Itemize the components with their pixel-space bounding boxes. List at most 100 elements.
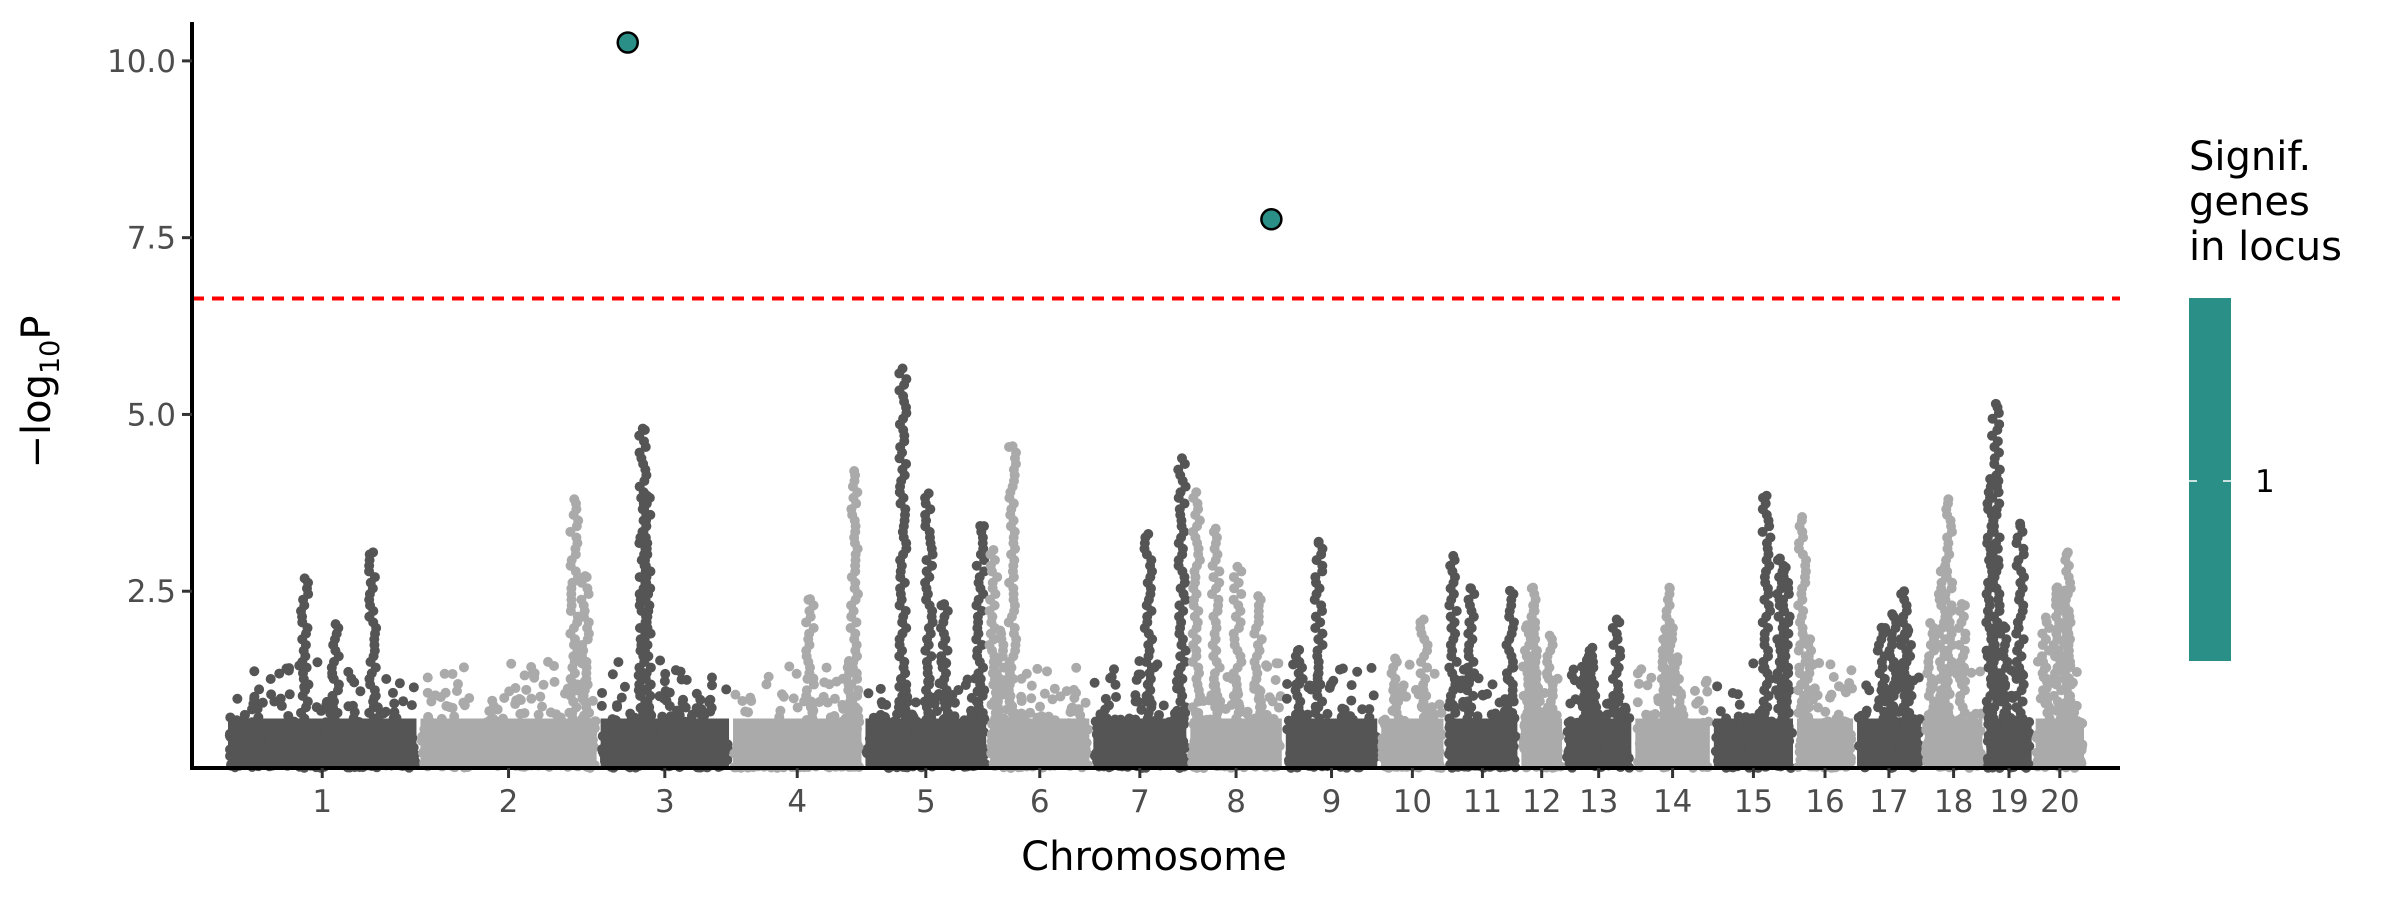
snp-point <box>1401 691 1412 702</box>
snp-point <box>742 735 753 746</box>
snp-point <box>1143 529 1154 540</box>
snp-point <box>239 709 250 720</box>
snp-point <box>1097 731 1108 742</box>
snp-point <box>1451 606 1462 617</box>
snp-point <box>274 668 285 679</box>
snp-point <box>871 729 882 740</box>
snp-point <box>1316 600 1327 611</box>
snp-point <box>1173 464 1184 475</box>
snp-point <box>228 720 239 731</box>
snp-point <box>1282 678 1293 689</box>
snp-point <box>1823 754 1834 765</box>
snp-point <box>1591 749 1602 760</box>
snp-point <box>693 752 704 763</box>
snp-point <box>430 721 441 732</box>
snp-point <box>1077 717 1088 728</box>
snp-point <box>1448 550 1459 561</box>
snp-point <box>831 749 842 760</box>
snp-point <box>949 697 960 708</box>
snp-point <box>953 685 964 696</box>
snp-point <box>1721 713 1732 724</box>
snp-point <box>555 730 566 741</box>
snp-point <box>1049 683 1060 694</box>
snp-point <box>1480 719 1491 730</box>
snp-point <box>1378 716 1389 727</box>
snp-point <box>1242 706 1253 717</box>
snp-point <box>1042 666 1053 677</box>
snp-point <box>355 686 366 697</box>
snp-point <box>1236 755 1247 766</box>
snp-point <box>613 657 624 668</box>
snp-point <box>239 721 250 732</box>
snp-point <box>266 689 277 700</box>
snp-point <box>642 490 653 501</box>
snp-point <box>1528 582 1539 593</box>
snp-point <box>1305 739 1316 750</box>
snp-point <box>991 668 1002 679</box>
snp-point <box>659 676 670 687</box>
snp-point <box>889 754 900 765</box>
snp-point <box>1080 697 1091 708</box>
chromosome-11-points <box>1443 550 1521 773</box>
snp-point <box>931 691 942 702</box>
snp-point <box>1913 757 1924 768</box>
snp-point <box>1089 677 1100 688</box>
snp-point <box>975 520 986 531</box>
snp-point <box>745 692 756 703</box>
snp-point <box>1765 532 1776 543</box>
snp-point <box>1404 659 1415 670</box>
snp-point <box>422 687 433 698</box>
snp-point <box>1091 748 1102 759</box>
snp-point <box>555 712 566 723</box>
snp-point <box>932 706 943 717</box>
snp-point <box>1282 724 1293 735</box>
snp-point <box>808 622 819 633</box>
snp-point <box>569 494 580 505</box>
snp-point <box>599 756 610 767</box>
snp-point <box>545 746 556 757</box>
snp-point <box>1154 725 1165 736</box>
snp-point <box>1163 745 1174 756</box>
snp-point <box>1272 738 1283 749</box>
snp-point <box>1130 749 1141 760</box>
snp-point <box>1326 679 1337 690</box>
snp-point <box>491 753 502 764</box>
snp-point <box>1176 453 1187 464</box>
snp-point <box>580 571 591 582</box>
snp-point <box>1130 696 1141 707</box>
snp-point <box>435 730 446 741</box>
snp-point <box>254 684 265 695</box>
snp-point <box>1813 702 1824 713</box>
snp-point <box>1701 675 1712 686</box>
snp-point <box>1033 720 1044 731</box>
snp-point <box>1799 730 1810 741</box>
snp-point <box>1820 706 1831 717</box>
snp-point <box>1352 666 1363 677</box>
snp-point <box>1032 712 1043 723</box>
snp-point <box>334 753 345 764</box>
chromosome-18-points <box>1920 494 1986 773</box>
snp-point <box>245 757 256 768</box>
snp-point <box>966 705 977 716</box>
snp-point <box>521 684 532 695</box>
snp-point <box>1346 695 1357 706</box>
snp-point <box>875 683 886 694</box>
data-points <box>224 363 2088 773</box>
snp-point <box>349 677 360 688</box>
snp-point <box>249 693 260 704</box>
snp-point <box>499 692 510 703</box>
snp-point <box>1646 672 1657 683</box>
snp-point <box>1713 755 1724 766</box>
snp-point <box>365 751 376 762</box>
snp-point <box>616 692 627 703</box>
snp-point <box>275 693 286 704</box>
snp-point <box>1862 755 1873 766</box>
snp-point <box>1032 663 1043 674</box>
snp-point <box>1357 724 1368 735</box>
snp-point <box>498 748 509 759</box>
snp-point <box>964 751 975 762</box>
snp-point <box>1281 693 1292 704</box>
snp-point <box>1603 752 1614 763</box>
snp-point <box>638 515 649 526</box>
snp-point <box>1748 658 1759 669</box>
